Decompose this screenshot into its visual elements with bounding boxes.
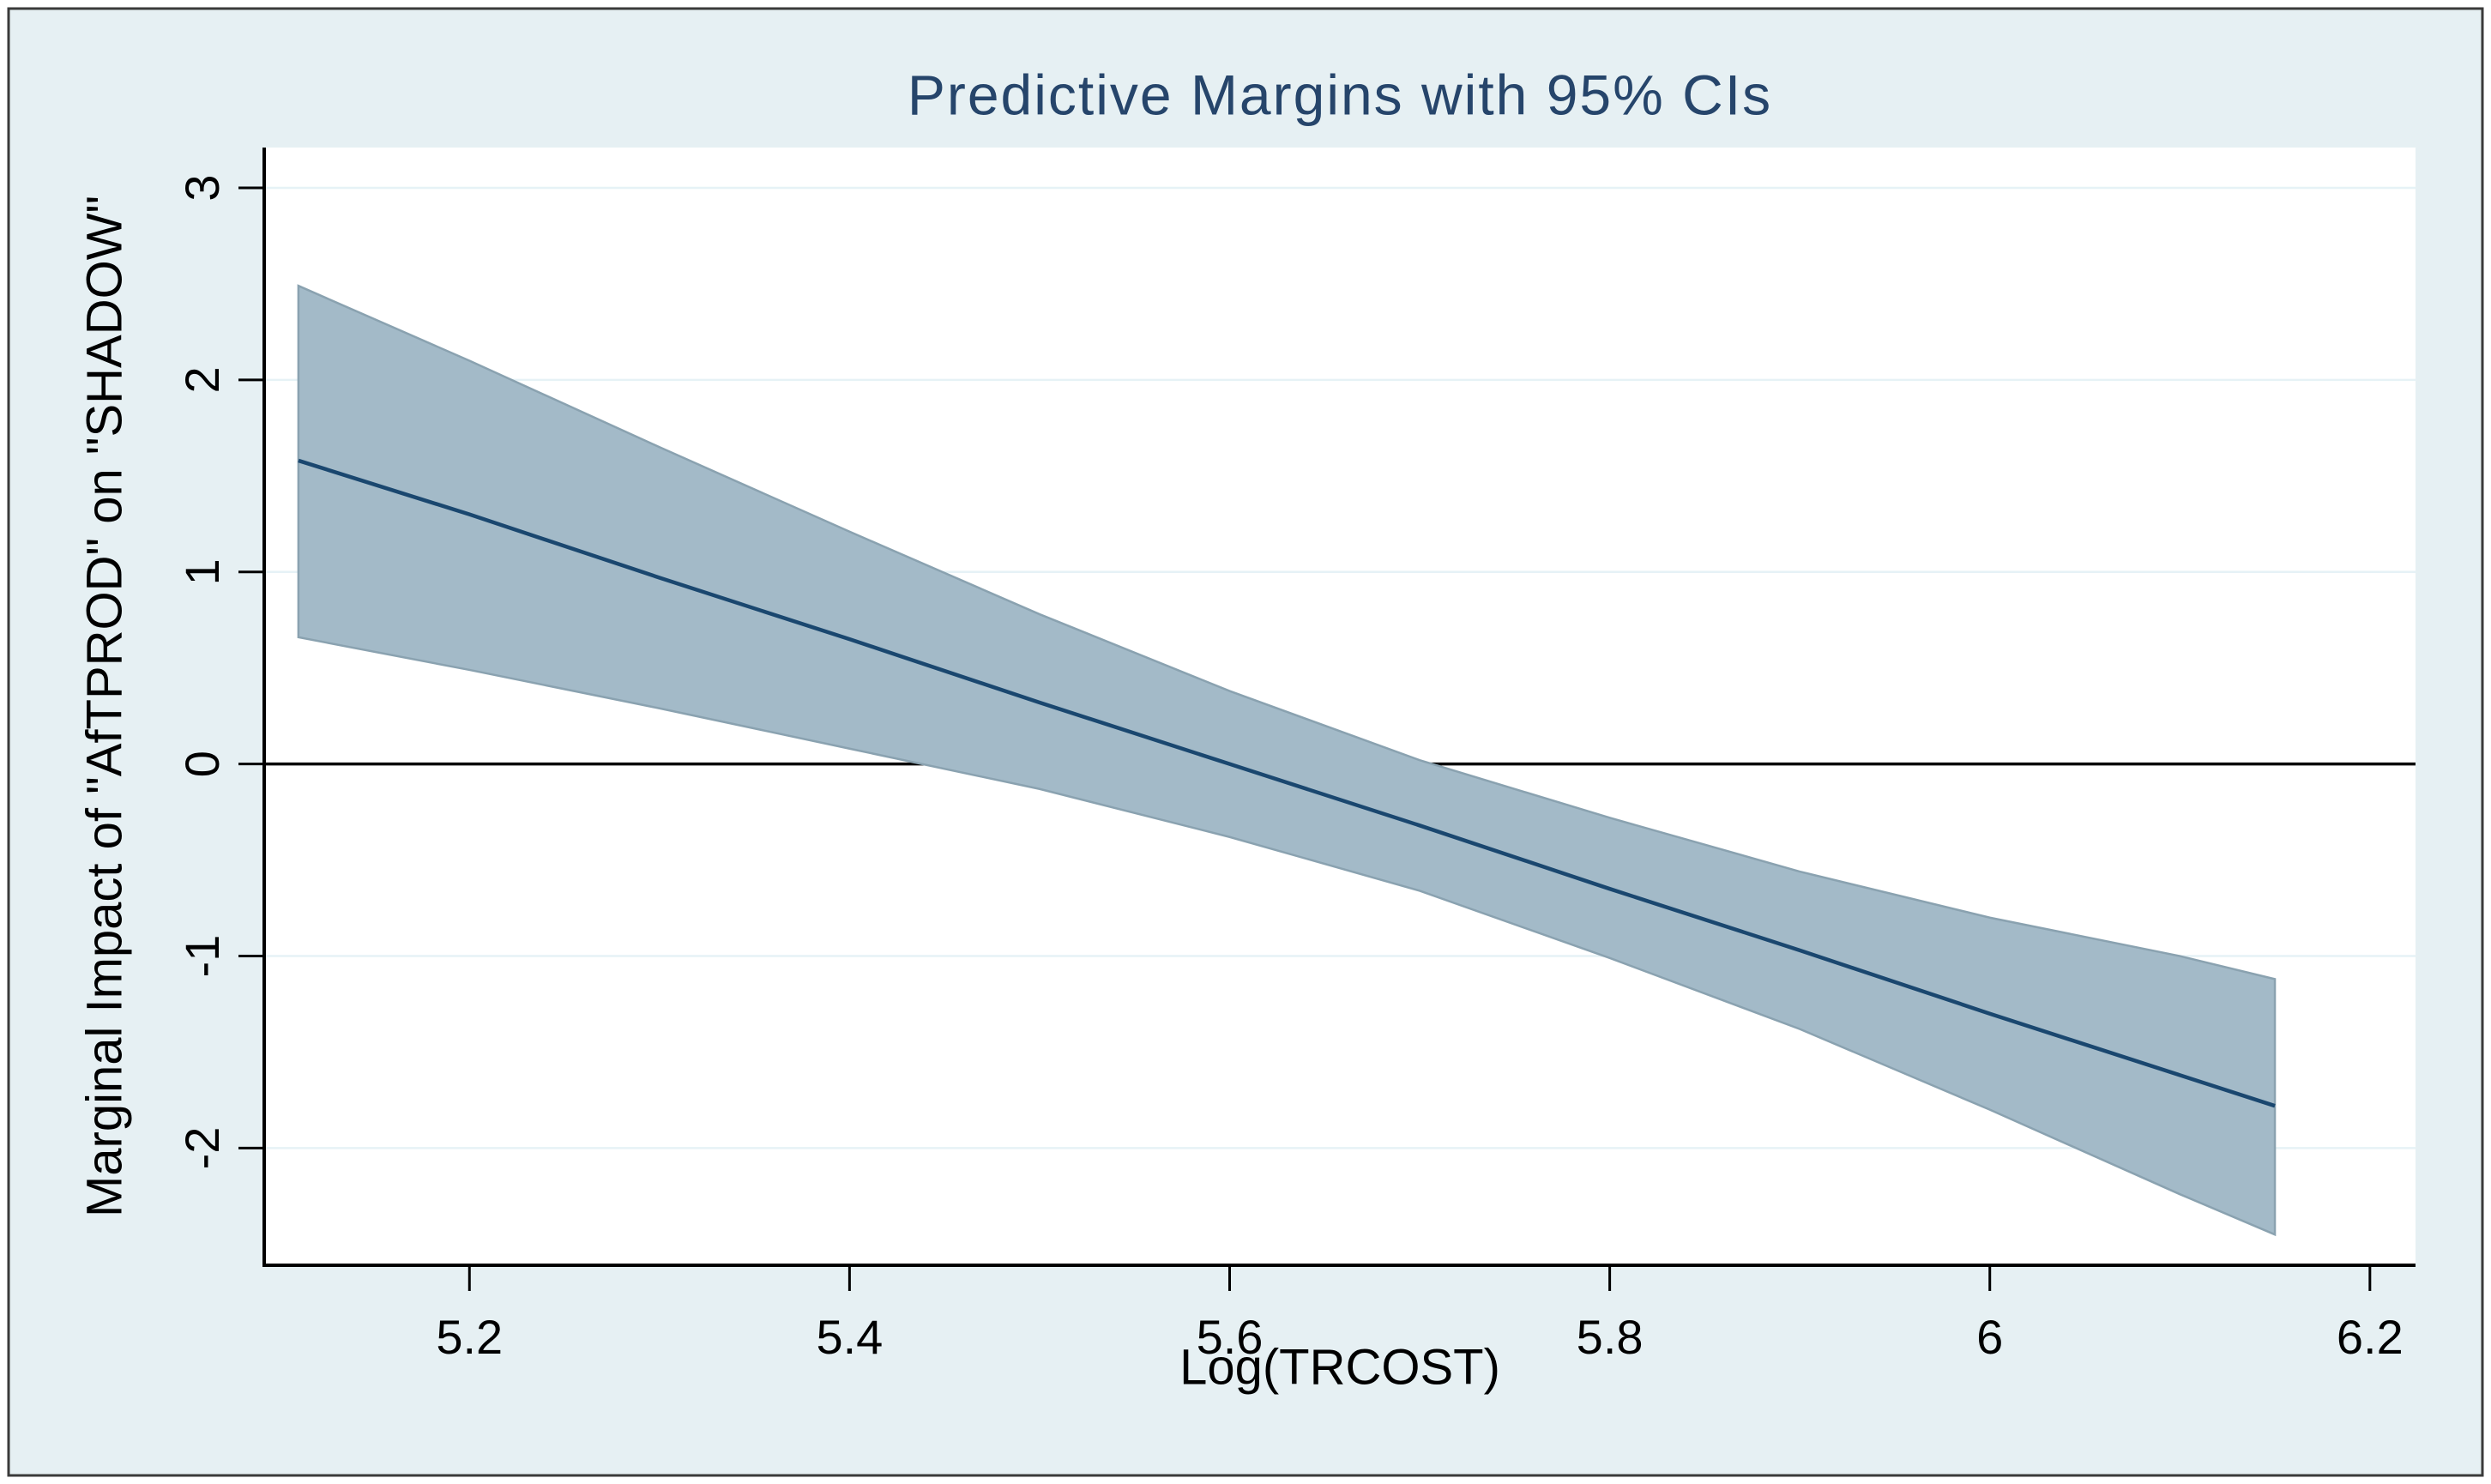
x-axis-label: Log(TRCOST) xyxy=(1179,1339,1500,1395)
y-axis-label: Marginal Impact of "AfTPROD" on "SHADOW" xyxy=(76,196,132,1217)
y-tick-label: -1 xyxy=(175,935,229,978)
x-tick-label: 5.8 xyxy=(1577,1310,1644,1364)
x-tick-label: 5.6 xyxy=(1197,1310,1264,1364)
chart-title: Predictive Margins with 95% CIs xyxy=(908,63,1772,126)
y-tick-label: 3 xyxy=(175,174,229,201)
x-tick-label: 5.2 xyxy=(436,1310,503,1364)
margins-line xyxy=(298,458,2276,1108)
x-tick-label: 6 xyxy=(1976,1310,2003,1364)
y-tick-label: 1 xyxy=(175,558,229,585)
x-tick-label: 6.2 xyxy=(2337,1310,2404,1364)
y-tick-label: 0 xyxy=(175,751,229,777)
y-tick-label: 2 xyxy=(175,366,229,393)
x-tick-label: 5.4 xyxy=(816,1310,883,1364)
confidence-band xyxy=(297,284,2277,1237)
y-tick-label: -2 xyxy=(175,1127,229,1170)
